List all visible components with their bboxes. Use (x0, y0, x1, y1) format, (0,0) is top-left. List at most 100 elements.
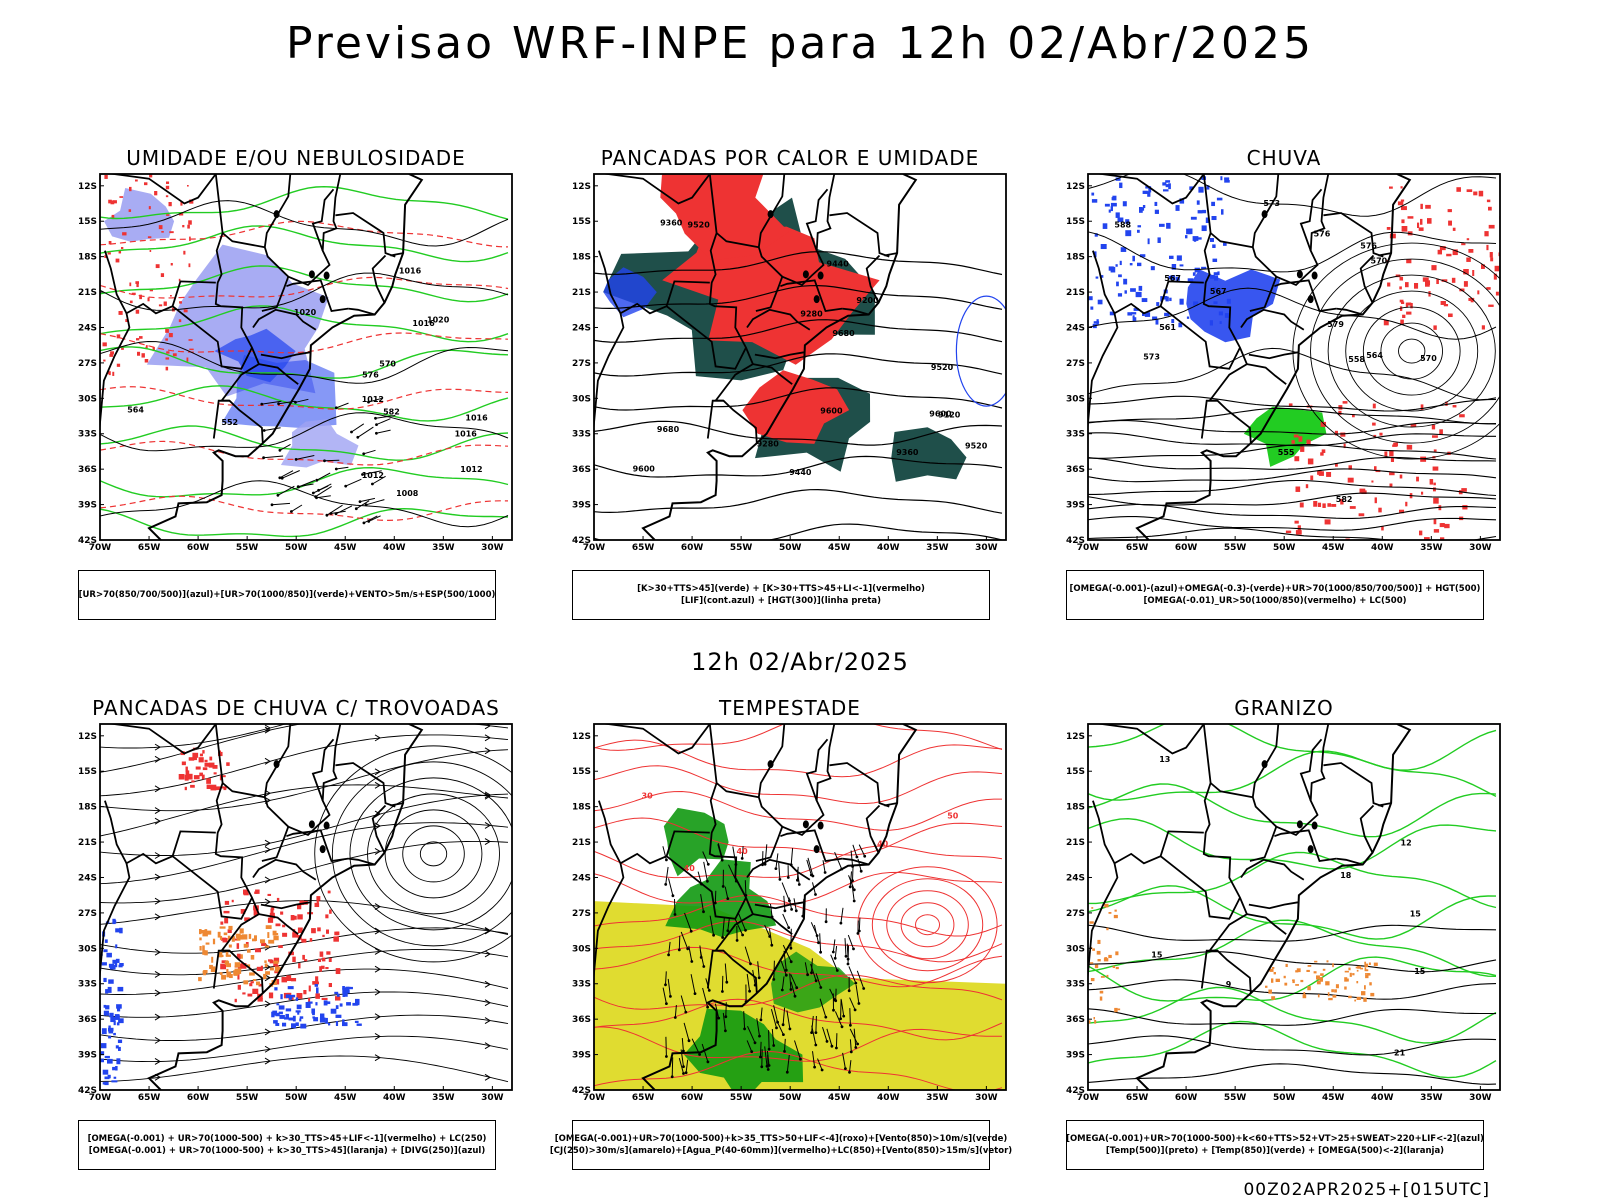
shaded-cell (1305, 484, 1309, 489)
shaded-cell (178, 774, 185, 780)
wind-vector-head (856, 1042, 859, 1046)
legend-line: [OMEGA(-0.001)+UR>70(1000-500)+k>35_TTS>… (554, 1134, 1008, 1144)
contour-label: 9600 (633, 465, 656, 474)
border-line (1378, 802, 1392, 807)
border-line (107, 174, 217, 205)
wind-vector-head (794, 909, 798, 913)
shaded-cell (1399, 276, 1404, 281)
lon-label: 30W (481, 543, 504, 553)
streamline-arrow (154, 785, 161, 793)
contour-label: 9600 (820, 407, 843, 416)
shaded-cell (1317, 502, 1322, 507)
shaded-cell (1484, 231, 1489, 237)
lake-mark (273, 210, 280, 219)
wind-vector-head (775, 1026, 778, 1030)
isoline (1088, 750, 1497, 801)
isoline (1088, 407, 1497, 425)
lat-label: 27S (78, 909, 97, 919)
shaded-cell (240, 909, 246, 914)
panel-title: CHUVA (1246, 146, 1322, 170)
wind-vector (788, 897, 793, 910)
wind-vector-head (783, 909, 787, 913)
shaded-cell (1470, 300, 1474, 303)
shaded-cell (1288, 403, 1293, 407)
shaded-cell (321, 997, 328, 1001)
streamline-arrow (154, 1036, 161, 1044)
map-granizo: 13151518219121512S15S18S21S24S27S30S33S3… (1066, 723, 1501, 1103)
border-line (708, 174, 758, 444)
wind-vector-head (814, 979, 818, 983)
shaded-cell (1166, 222, 1171, 229)
streamline-circulation (402, 825, 465, 883)
isoline (1088, 951, 1497, 973)
panel-legend: [OMEGA(-0.001)+UR>70(1000-500)+k<60+TTS>… (1066, 1120, 1484, 1170)
shaded-cell (179, 301, 182, 304)
wind-vector (760, 1007, 763, 1020)
shaded-cell (1468, 297, 1475, 301)
isoline (1088, 956, 1497, 1002)
shaded-cell (1122, 201, 1127, 207)
shaded-cell (1429, 479, 1434, 485)
shaded-cell (1135, 291, 1142, 298)
shaded-cell (228, 925, 233, 931)
shaded-cell (313, 1017, 319, 1022)
shaded-cell (1334, 989, 1337, 993)
border-line (252, 308, 317, 331)
shaded-cell (1494, 265, 1500, 272)
lon-label: 60W (681, 1093, 704, 1103)
border-line (1092, 800, 1204, 865)
shaded-cell (276, 967, 282, 972)
shaded-cell (1123, 278, 1128, 285)
wind-vector (764, 924, 771, 937)
lat-label: 21S (78, 838, 97, 848)
lon-label: 30W (1469, 543, 1492, 553)
wind-vector (846, 943, 849, 960)
contour-label: 1020 (294, 308, 317, 317)
lat-label: 42S (1066, 1086, 1085, 1096)
shaded-cell (165, 366, 169, 371)
shaded-cell (237, 974, 240, 980)
shaded-cell (1091, 192, 1095, 196)
lake-mark (1296, 820, 1303, 829)
shaded-cell (268, 992, 274, 999)
isoline (100, 412, 509, 452)
lon-label: 60W (187, 543, 210, 553)
wind-vector-head (844, 1067, 847, 1070)
shaded-cell (1211, 216, 1217, 221)
shaded-cell (1320, 452, 1324, 456)
contour-label: 9200 (856, 296, 879, 305)
shaded-cell (1444, 523, 1450, 529)
shaded-cell (1091, 199, 1098, 203)
wind-vector (790, 848, 794, 865)
border-line (1359, 254, 1375, 304)
shaded-cell (1142, 190, 1148, 194)
shaded-cell (1294, 456, 1300, 462)
shaded-cell (1445, 401, 1448, 406)
shaded-cell (1319, 548, 1321, 552)
shaded-cell (1386, 227, 1391, 230)
wind-vector-head (721, 990, 724, 993)
shaded-cell (243, 943, 249, 948)
shaded-cell (314, 902, 320, 908)
shaded-cell (1340, 498, 1344, 505)
streamline-arrow (264, 726, 271, 734)
shaded-cell (241, 963, 247, 969)
wind-vector-head (846, 957, 850, 961)
shaded-cell (308, 985, 311, 992)
shaded-area (660, 174, 789, 261)
shaded-cell (1419, 530, 1423, 536)
wind-vector-head (767, 1047, 771, 1051)
wind-vector-head (713, 901, 717, 905)
contour-label: 561 (1159, 323, 1176, 332)
shaded-cell (1157, 237, 1161, 243)
wind-vector-head (735, 939, 739, 942)
shaded-cell (249, 983, 253, 987)
wind-vector (779, 958, 787, 976)
panel-chuva: CHUVA 576 573 570 567 564 561 555 558 582 588 579 5… (1064, 146, 1504, 626)
shaded-cell (278, 945, 283, 949)
isoline (100, 480, 509, 528)
wind-vector (295, 398, 309, 403)
shaded-cell (226, 971, 232, 978)
